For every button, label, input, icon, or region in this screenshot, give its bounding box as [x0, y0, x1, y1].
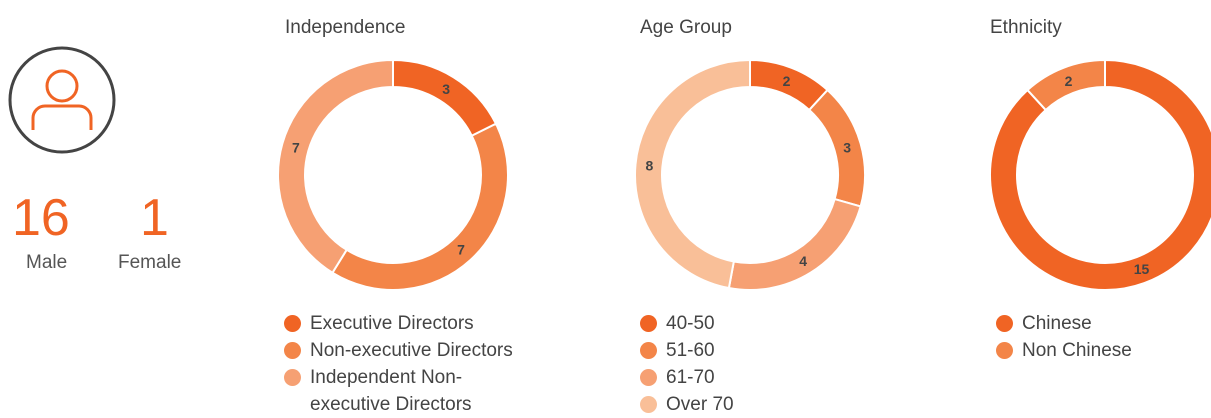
legend-item: Non Chinese: [996, 337, 1196, 364]
legend-dot: [640, 342, 657, 359]
legend-label: Non Chinese: [1022, 340, 1132, 361]
data-label: 3: [442, 81, 450, 97]
legend-label: Executive Directors: [310, 313, 474, 334]
data-label: 2: [783, 73, 791, 89]
legend: 40-50 51-60 61-70 Over 70: [640, 310, 840, 418]
legend-item: 61-70: [640, 364, 840, 391]
legend-label: 51-60: [666, 340, 715, 361]
data-label: 15: [1134, 261, 1150, 277]
legend-item: Non-executive Directors: [284, 337, 516, 364]
legend-item: Executive Directors: [284, 310, 516, 337]
legend-dot: [996, 315, 1013, 332]
data-label: 2: [1065, 73, 1073, 89]
legend: Executive Directors Non-executive Directo…: [284, 310, 516, 418]
female-label: Female: [118, 252, 182, 273]
male-count: 16: [12, 189, 70, 247]
donut-segment: [392, 58, 498, 138]
legend-label: Over 70: [666, 394, 734, 415]
legend-dot: [640, 396, 657, 413]
chart-title: Age Group: [640, 17, 732, 38]
legend-label: Chinese: [1022, 313, 1092, 334]
legend: Chinese Non Chinese: [996, 310, 1196, 364]
donut-segment: [989, 58, 1211, 291]
legend-item: 51-60: [640, 337, 840, 364]
donut-segment: [634, 58, 751, 290]
legend-label: 40-50: [666, 313, 715, 334]
legend-dot: [284, 342, 301, 359]
legend-dot: [284, 369, 301, 386]
legend-item: 40-50: [640, 310, 840, 337]
legend-item: Over 70: [640, 391, 840, 418]
data-label: 8: [646, 158, 654, 174]
data-label: 4: [799, 253, 807, 269]
donut-segment: [807, 88, 866, 208]
legend-label: Independent Non-executive Directors: [310, 367, 472, 415]
legend-item: Chinese: [996, 310, 1196, 337]
legend-dot: [640, 369, 657, 386]
donut-segment: [277, 58, 394, 275]
female-count: 1: [140, 189, 169, 247]
person-icon: [8, 46, 116, 154]
male-label: Male: [26, 252, 68, 273]
chart-title: Independence: [285, 17, 405, 38]
legend-item: Independent Non-executive Directors: [284, 364, 516, 418]
data-label: 7: [457, 242, 465, 258]
donut-segment: [727, 197, 862, 291]
chart-title: Ethnicity: [990, 17, 1062, 38]
legend-label: 61-70: [666, 367, 715, 388]
donut-segment: [331, 122, 509, 291]
legend-dot: [284, 315, 301, 332]
data-label: 3: [843, 139, 851, 155]
legend-dot: [996, 342, 1013, 359]
legend-dot: [640, 315, 657, 332]
donut-segment: [1026, 58, 1106, 112]
data-label: 7: [292, 139, 300, 155]
legend-label: Non-executive Directors: [310, 340, 513, 361]
